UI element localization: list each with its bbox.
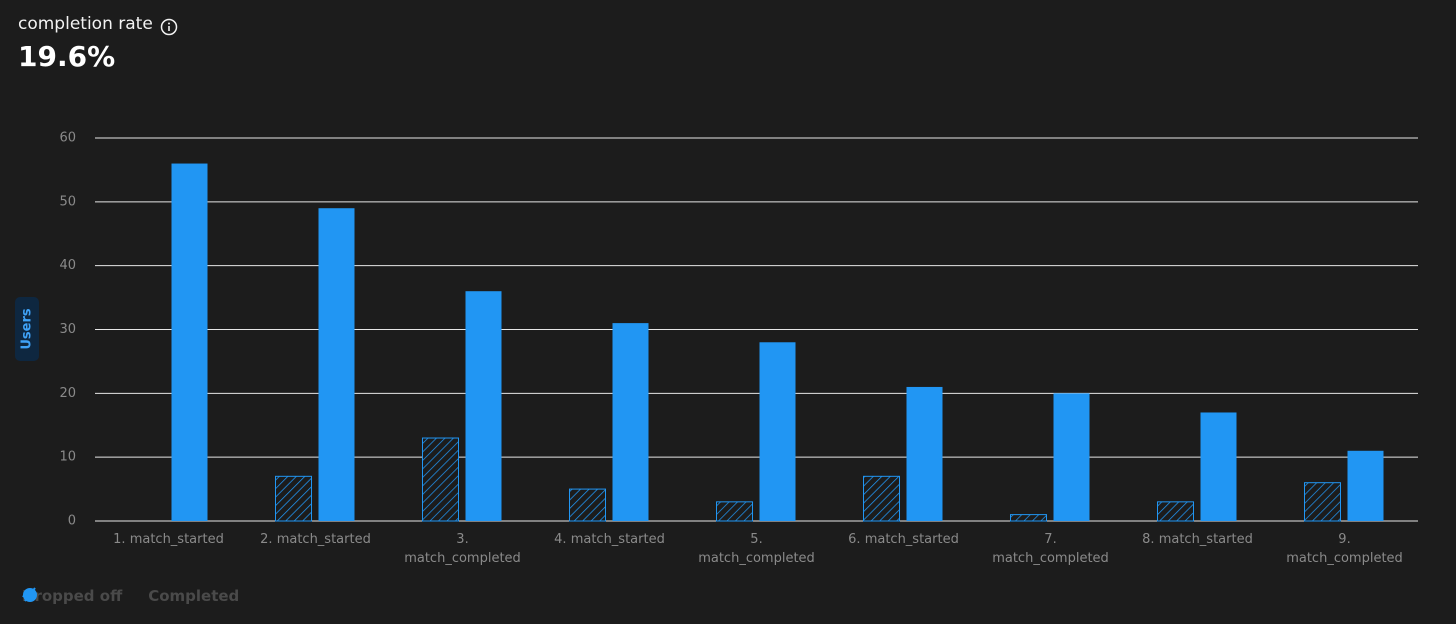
bar (716, 501, 753, 522)
bar (1304, 482, 1341, 522)
legend-label: Dropped off (22, 587, 123, 605)
bar (1010, 514, 1047, 522)
x-tick-label: 1. match_started (113, 532, 224, 547)
legend: Dropped off Completed (22, 587, 239, 605)
metric-label: completion rate (18, 14, 153, 34)
bar (1157, 501, 1194, 522)
x-tick-label: 7. match_completed (992, 532, 1109, 566)
legend-label: Completed (148, 587, 240, 605)
bar (906, 386, 943, 521)
x-tick-label: 5. match_completed (698, 532, 815, 566)
x-tick-label: 8. match_started (1142, 532, 1253, 547)
info-icon[interactable] (160, 18, 178, 36)
y-tick-label: 50 (59, 194, 76, 209)
x-tick-label: 3. match_completed (404, 532, 521, 566)
bar (465, 291, 502, 521)
y-tick-label: 0 (68, 514, 76, 529)
bar (569, 488, 606, 522)
x-tick-label: 2. match_started (260, 532, 371, 547)
bar (318, 208, 355, 521)
y-tick-label: 40 (59, 258, 76, 273)
legend-marker (23, 588, 37, 602)
bar (171, 163, 208, 522)
bar (422, 437, 459, 522)
bar (1347, 450, 1384, 521)
bar (612, 323, 649, 521)
x-tick-label: 9. match_completed (1286, 532, 1403, 566)
bar (1053, 393, 1090, 521)
legend-item[interactable]: Completed (23, 587, 240, 605)
x-tick-label: 4. match_started (554, 532, 665, 547)
bar (1200, 412, 1237, 521)
bar (863, 475, 900, 522)
y-tick-label: 60 (59, 131, 76, 146)
legend-dot (23, 588, 37, 602)
y-tick-label: 20 (59, 386, 76, 401)
y-tick-label: 10 (59, 450, 76, 465)
bar (759, 342, 796, 521)
x-tick-label: 6. match_started (848, 532, 959, 547)
y-tick-label: 30 (59, 322, 76, 337)
y-axis-label-pill: Users (15, 297, 39, 361)
bar (275, 475, 312, 522)
metric-value: 19.6% (18, 40, 116, 73)
y-axis-label: Users (19, 308, 35, 350)
